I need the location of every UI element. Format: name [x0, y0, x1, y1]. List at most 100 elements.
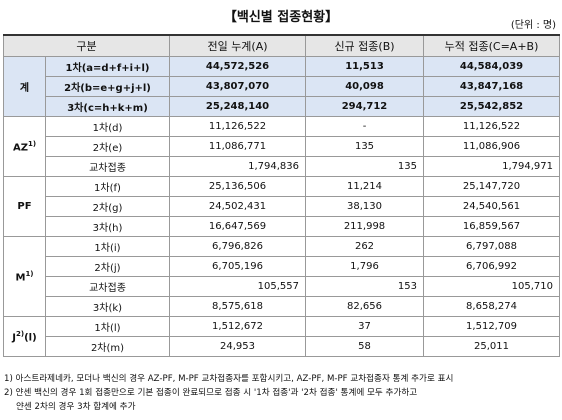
value-cell: 44,572,526	[169, 56, 306, 77]
value-cell: 44,584,039	[423, 56, 560, 77]
value-cell: 43,807,070	[169, 76, 306, 97]
value-cell: 24,953	[169, 336, 306, 357]
value-cell: 105,710	[423, 276, 560, 297]
value-cell: 105,557	[169, 276, 306, 297]
value-cell: 82,656	[305, 296, 424, 317]
row-label: 3차(h)	[45, 216, 170, 237]
group-note: 1)	[27, 139, 37, 148]
row-label: 1차(a=d+f+i+l)	[45, 56, 170, 77]
value-cell: 1,512,709	[423, 316, 560, 337]
row-label: 3차(k)	[45, 296, 170, 317]
group-suffix: (l)	[24, 332, 37, 344]
column-header: 누적 접종(C=A+B)	[423, 34, 560, 57]
footnotes: 1) 아스트라제네카, 모더나 백신의 경우 AZ-PF, M-PF 교차접종자…	[4, 372, 453, 414]
row-label: 1차(d)	[45, 116, 170, 137]
group-name: M	[15, 272, 26, 284]
value-cell: 11,086,771	[169, 136, 306, 157]
header-row: 구분 전일 누계(A) 신규 접종(B) 누적 접종(C=A+B)	[3, 34, 560, 57]
row: 2차(g) 24,502,431 38,130 24,540,561	[4, 196, 560, 217]
value-cell: 6,706,992	[423, 256, 560, 277]
row-label: 2차(m)	[45, 336, 170, 357]
value-cell: 1,796	[305, 256, 424, 277]
row-label: 1차(i)	[45, 236, 170, 257]
value-cell: 153	[305, 276, 424, 297]
group-note: 1)	[25, 269, 34, 278]
value-cell: 16,647,569	[169, 216, 306, 237]
value-cell: 1,512,672	[169, 316, 306, 337]
row: PF 1차(f) 25,136,506 11,214 25,147,720	[3, 176, 560, 237]
value-cell: 11,126,522	[423, 116, 560, 137]
value-cell: 25,136,506	[169, 176, 306, 197]
row: 3차(k) 8,575,618 82,656 8,658,274	[4, 296, 560, 317]
column-header: 신규 접종(B)	[305, 34, 424, 57]
title: 【백신별 접종현황】	[223, 10, 339, 25]
value-cell: 262	[305, 236, 424, 257]
group-cell: J2)(l)	[3, 316, 46, 357]
group-cell: PF	[3, 176, 46, 237]
group-cell: M1)	[3, 236, 46, 317]
value-cell: 6,705,196	[169, 256, 306, 277]
value-cell: 211,998	[305, 216, 424, 237]
row-label: 3차(c=h+k+m)	[45, 96, 170, 117]
column-header: 구분	[3, 34, 170, 57]
row: 계 1차(a=d+f+i+l) 44,572,526 11,513 44,584,039	[3, 56, 560, 117]
row: AZ1) 1차(d) 11,126,522-11,126,522	[3, 116, 560, 177]
value-cell: 6,796,826	[169, 236, 306, 257]
value-cell: 1,794,836	[169, 156, 306, 177]
row: M1) 1차(i) 6,796,826 262 6,797,088	[3, 236, 560, 317]
row: 2차(b=e+g+j+l) 43,807,070 40,098 43,847,168	[4, 76, 560, 97]
group-cell: 계	[3, 56, 46, 117]
value-cell: 11,086,906	[423, 136, 560, 157]
row: J2)(l) 1차(l) 1,512,672 37 1,512,709	[3, 316, 560, 357]
footnote: 얀센 2차의 경우 3차 합계에 추가	[16, 402, 136, 412]
group-name: 계	[19, 83, 30, 94]
row-label: 2차(b=e+g+j+l)	[45, 76, 170, 97]
value-cell: 16,859,567	[423, 216, 560, 237]
row: 교차접종 105,557 153 105,710	[4, 276, 560, 297]
group-cell: AZ1)	[3, 116, 46, 177]
value-cell: 40,098	[305, 76, 424, 97]
value-cell: 294,712	[305, 96, 424, 117]
value-cell: 43,847,168	[423, 76, 560, 97]
value-cell: 1,794,971	[423, 156, 560, 177]
value-cell: 11,126,522	[169, 116, 306, 137]
row-label: 1차(f)	[45, 176, 170, 197]
value-cell: 38,130	[305, 196, 424, 217]
group-name: J	[12, 332, 17, 344]
group-name: PF	[17, 201, 32, 212]
value-cell: 25,011	[423, 336, 560, 357]
row-label: 교차접종	[45, 156, 170, 177]
table: 구분 전일 누계(A) 신규 접종(B) 누적 접종(C=A+B) 계 1차(a=d+f…	[3, 34, 560, 357]
value-cell: 135	[305, 156, 424, 177]
value-cell: 135	[305, 136, 424, 157]
row: 교차접종 1,794,836 135 1,794,971	[4, 156, 560, 177]
value-cell: -	[305, 116, 424, 137]
group-name: AZ	[12, 142, 28, 154]
value-cell: 6,797,088	[423, 236, 560, 257]
row: 2차(j) 6,705,196 1,796 6,706,992	[4, 256, 560, 277]
group-note: 2)	[16, 329, 25, 338]
footnote: 2) 얀센 백신의 경우 1회 접종만으로 기본 접종이 완료되므로 접종 시 …	[4, 388, 418, 398]
value-cell: 8,575,618	[169, 296, 306, 317]
value-cell: 8,658,274	[423, 296, 560, 317]
row-label: 2차(j)	[45, 256, 170, 277]
value-cell: 11,513	[305, 56, 424, 77]
row-label: 2차(e)	[45, 136, 170, 157]
value-cell: 24,502,431	[169, 196, 306, 217]
footnote: 1) 아스트라제네카, 모더나 백신의 경우 AZ-PF, M-PF 교차접종자…	[4, 374, 454, 384]
unit: (단위 : 명)	[510, 20, 556, 31]
value-cell: 25,248,140	[169, 96, 306, 117]
row-label: 교차접종	[45, 276, 170, 297]
value-cell: 37	[305, 316, 424, 337]
value-cell: 25,147,720	[423, 176, 560, 197]
row-label: 1차(l)	[45, 316, 170, 337]
value-cell: 58	[305, 336, 424, 357]
value-cell: 25,542,852	[423, 96, 560, 117]
value-cell: 24,540,561	[423, 196, 560, 217]
row: 3차(h) 16,647,569 211,998 16,859,567	[4, 216, 560, 237]
value-cell: 11,214	[305, 176, 424, 197]
row: 2차(m) 24,953 58 25,011	[4, 336, 560, 357]
row-label: 2차(g)	[45, 196, 170, 217]
row: 3차(c=h+k+m) 25,248,140 294,712 25,542,852	[4, 96, 560, 117]
